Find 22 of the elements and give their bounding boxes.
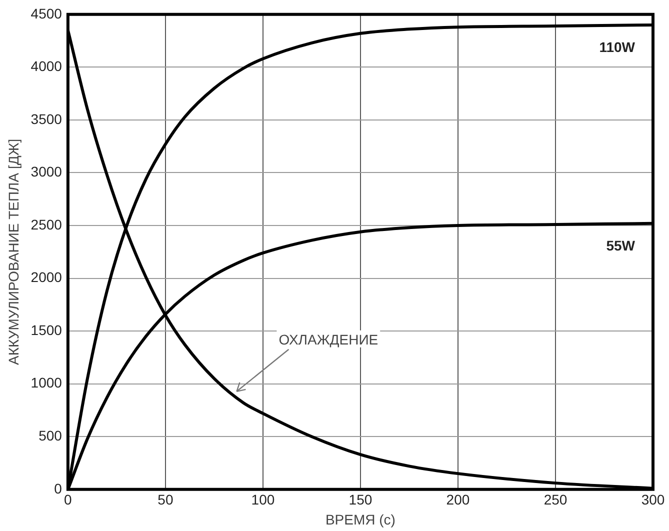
series-label: 55W (606, 237, 636, 254)
y-tick-label: 3500 (30, 110, 62, 127)
y-tick-label: 0 (54, 480, 62, 496)
y-tick-label: 2000 (30, 269, 62, 286)
y-axis-title: АККУМУЛИРОВАНИЕ ТЕПЛА [ДЖ] (5, 138, 22, 365)
x-tick-label: 250 (544, 492, 568, 508)
y-tick-label: 3000 (30, 164, 62, 180)
x-tick-label: 50 (158, 492, 174, 508)
x-tick-label: 0 (64, 492, 72, 508)
annotation: ОХЛАЖДЕНИЕ (278, 331, 378, 348)
y-tick-label: 4000 (30, 58, 62, 74)
x-tick-label: 100 (251, 492, 275, 508)
series-label: 110W (599, 38, 636, 55)
y-tick-label: 4500 (30, 5, 62, 22)
x-tick-label: 300 (641, 492, 665, 508)
y-tick-label: 1500 (30, 322, 62, 338)
y-tick-label: 500 (38, 427, 62, 444)
y-tick-label: 1000 (30, 374, 62, 391)
x-tick-label: 150 (348, 492, 372, 508)
x-tick-label: 200 (446, 492, 470, 508)
y-tick-label: 2500 (30, 216, 62, 232)
x-axis-title: ВРЕМЯ (с) (325, 511, 396, 528)
